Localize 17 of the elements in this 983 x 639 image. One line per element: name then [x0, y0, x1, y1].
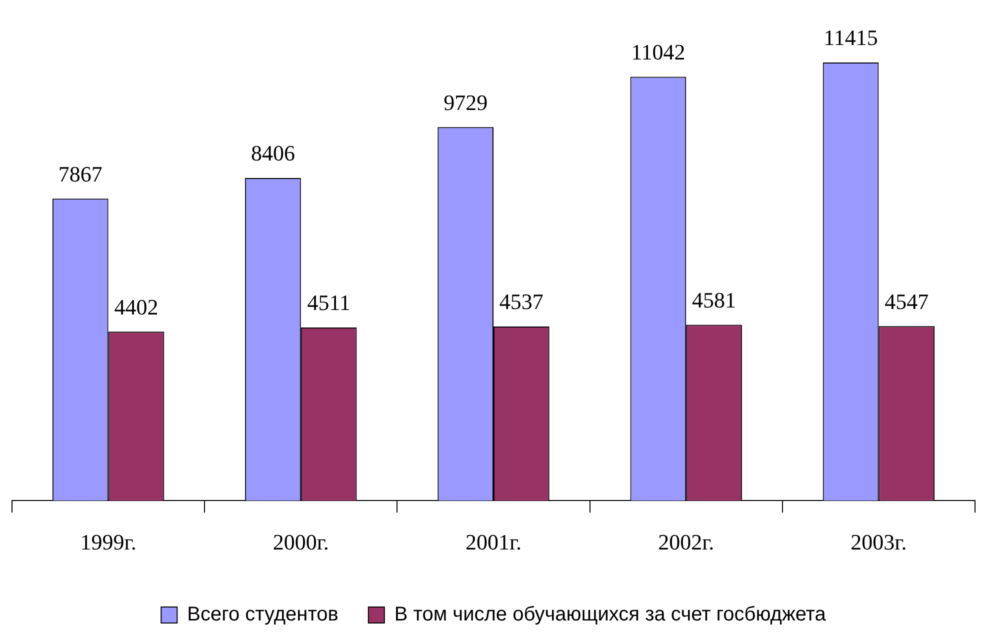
x-tick-label: 2000г.: [272, 530, 329, 555]
data-label: 7867: [58, 161, 102, 186]
x-tick-label: 2001г.: [465, 530, 522, 555]
data-label: 8406: [250, 140, 295, 166]
data-label: 11415: [824, 25, 878, 50]
x-tick-label: 1999г.: [80, 530, 136, 555]
data-label: 4547: [884, 288, 929, 314]
data-label: 4537: [499, 289, 544, 314]
data-label: 11042: [631, 40, 686, 65]
legend-label: Всего студентов: [187, 604, 338, 626]
x-tick-label: 2002г.: [658, 530, 714, 555]
data-label: 4402: [114, 294, 158, 320]
x-tick-label: 2003г.: [850, 530, 907, 555]
data-label: 4581: [692, 288, 736, 313]
legend-label: В том числе обучающихся за счет госбюджета: [394, 604, 827, 626]
data-label: 9729: [444, 90, 488, 115]
data-label: 4511: [307, 290, 350, 316]
